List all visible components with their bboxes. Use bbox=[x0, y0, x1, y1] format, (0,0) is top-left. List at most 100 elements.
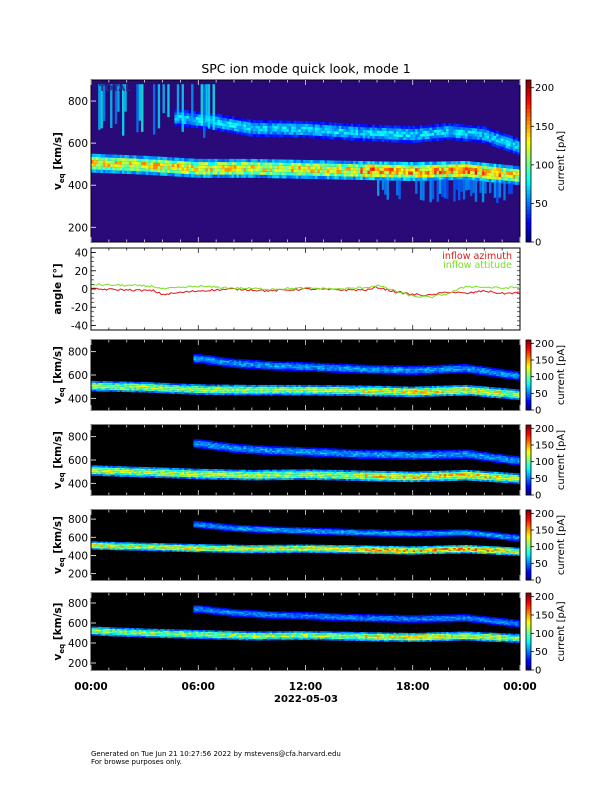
heatmap-cell bbox=[210, 389, 213, 392]
heatmap-cell bbox=[481, 389, 485, 392]
heatmap-cell bbox=[355, 164, 359, 168]
heatmap-cell bbox=[98, 153, 101, 158]
heatmap-cell bbox=[365, 394, 368, 397]
heatmap-cell bbox=[372, 364, 375, 367]
heatmap-cell bbox=[229, 359, 232, 362]
heatmap-cell bbox=[310, 367, 313, 369]
heatmap-cell bbox=[188, 392, 192, 395]
heatmap-cell bbox=[129, 158, 132, 162]
heatmap-cell bbox=[212, 360, 216, 363]
heatmap-cell bbox=[95, 153, 99, 158]
heatmap-cell bbox=[181, 471, 185, 474]
heatmap-cell bbox=[243, 384, 247, 387]
heatmap-cell bbox=[293, 123, 297, 127]
heatmap-cell bbox=[298, 134, 302, 138]
heatmap-cell bbox=[179, 390, 182, 393]
heatmap-cell bbox=[243, 367, 247, 369]
heatmap-cell bbox=[198, 354, 201, 356]
heatmap-cell bbox=[403, 128, 406, 132]
heatmap-cell bbox=[195, 114, 199, 118]
heatmap-cell bbox=[260, 388, 263, 391]
heatmap-cell bbox=[479, 365, 483, 368]
heatmap-cell bbox=[133, 164, 137, 168]
heatmap-cell bbox=[162, 384, 166, 387]
heatmap-cell bbox=[110, 383, 113, 385]
heatmap-cell bbox=[334, 125, 337, 129]
heatmap-cell bbox=[498, 170, 502, 174]
heatmap-cell bbox=[412, 395, 416, 398]
heatmap-cell bbox=[469, 161, 473, 165]
heatmap-cell bbox=[276, 123, 280, 127]
heatmap-cell bbox=[319, 160, 323, 164]
heatmap-cell bbox=[176, 468, 180, 470]
heatmap-cell bbox=[331, 368, 335, 370]
heatmap-cell bbox=[286, 366, 290, 368]
heatmap-cell bbox=[489, 392, 492, 394]
heatmap-cell bbox=[267, 123, 271, 126]
heatmap-cell bbox=[281, 469, 285, 472]
heatmap-cell bbox=[438, 164, 442, 168]
heatmap-cell bbox=[160, 382, 163, 385]
heatmap-cell bbox=[429, 366, 433, 369]
heatmap-cell bbox=[243, 452, 247, 454]
heatmap-cell bbox=[245, 168, 249, 172]
heatmap-cell bbox=[255, 473, 259, 476]
heatmap-cell bbox=[343, 366, 347, 369]
heatmap-cell bbox=[93, 163, 97, 167]
heatmap-cell bbox=[388, 167, 392, 172]
heatmap-cell bbox=[174, 473, 178, 476]
heatmap-cell bbox=[377, 167, 380, 171]
heatmap-cell bbox=[405, 140, 409, 143]
colorbar-segment bbox=[526, 104, 531, 109]
heatmap-cell bbox=[219, 114, 223, 118]
heatmap-cell bbox=[248, 390, 251, 392]
heatmap-cell bbox=[460, 370, 464, 372]
heatmap-cell bbox=[234, 448, 237, 450]
heatmap-cell bbox=[443, 364, 447, 367]
heatmap-cell bbox=[403, 386, 406, 389]
heatmap-cell bbox=[491, 367, 495, 370]
heatmap-cell bbox=[384, 177, 387, 181]
heatmap-cell bbox=[300, 126, 304, 130]
heatmap-tail bbox=[446, 179, 449, 200]
heatmap-cell bbox=[250, 388, 254, 391]
heatmap-cell bbox=[474, 371, 478, 374]
heatmap-cell bbox=[176, 170, 180, 174]
heatmap-cell bbox=[207, 174, 211, 178]
heatmap-cell bbox=[291, 166, 294, 170]
heatmap-cell bbox=[174, 115, 178, 118]
heatmap-cell bbox=[310, 135, 313, 139]
heatmap-cell bbox=[386, 133, 390, 137]
heatmap-cell bbox=[260, 125, 263, 129]
heatmap-cell bbox=[422, 125, 425, 129]
heatmap-cell bbox=[458, 173, 461, 177]
heatmap-cell bbox=[419, 395, 423, 397]
heatmap-cell bbox=[312, 135, 316, 139]
heatmap-cell bbox=[195, 445, 199, 447]
colorbar-segment bbox=[526, 120, 531, 125]
heatmap-cell bbox=[400, 139, 404, 143]
heatmap-cell bbox=[436, 367, 440, 370]
heatmap-cell bbox=[417, 393, 421, 396]
heatmap-cell bbox=[417, 139, 421, 143]
heatmap-cell bbox=[386, 387, 390, 390]
heatmap-cell bbox=[200, 165, 204, 169]
heatmap-cell bbox=[481, 134, 485, 138]
heatmap-cell bbox=[229, 362, 232, 365]
heatmap-cell bbox=[255, 386, 259, 389]
heatmap-cell bbox=[377, 385, 380, 388]
heatmap-cell bbox=[295, 172, 299, 176]
heatmap-cell bbox=[300, 362, 304, 364]
heatmap-cell bbox=[374, 391, 378, 393]
heatmap-cell bbox=[291, 363, 294, 365]
heatmap-cell bbox=[489, 172, 492, 176]
heatmap-cell bbox=[255, 475, 259, 477]
heatmap-cell bbox=[253, 120, 256, 123]
heatmap-cell bbox=[460, 364, 464, 366]
heatmap-cell bbox=[262, 131, 266, 135]
heatmap-cell bbox=[248, 158, 251, 163]
heatmap-cell bbox=[176, 173, 180, 177]
heatmap-cell bbox=[279, 120, 282, 124]
heatmap-cell bbox=[431, 132, 435, 136]
heatmap-cell bbox=[288, 476, 292, 479]
